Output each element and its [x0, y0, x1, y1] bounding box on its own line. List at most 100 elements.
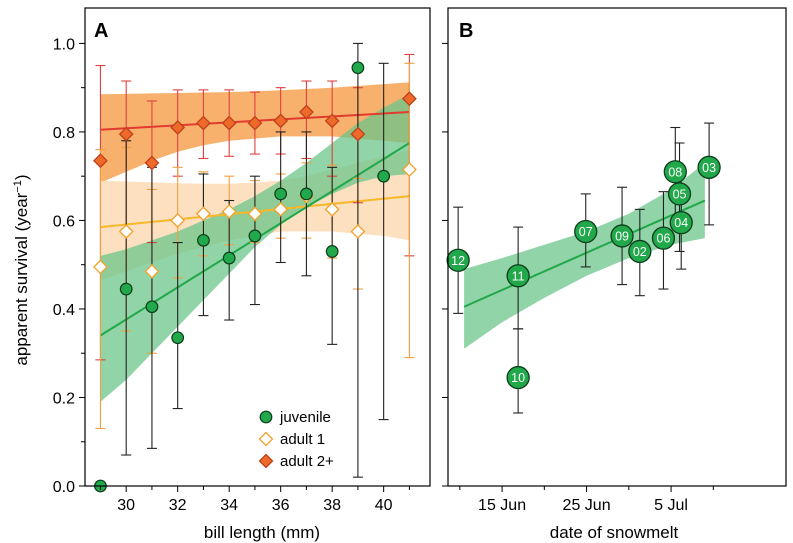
y-tick-label: 0.4 [53, 302, 75, 319]
juvenile-point [351, 61, 365, 75]
panel-b-y-ticks [442, 42, 448, 487]
y-tick-label: 0.8 [53, 125, 75, 142]
juvenile-point [248, 229, 262, 243]
panel-a-y-ticks: 0.0 0.2 0.4 0.6 0.8 1.0 [53, 36, 85, 496]
adult1-point [221, 204, 237, 220]
year-point [663, 160, 687, 184]
year-point [697, 155, 721, 179]
juvenile-point [274, 187, 288, 201]
y-tick-label: 0.2 [53, 390, 75, 407]
year-point [506, 365, 530, 390]
year-point-label: 02 [633, 245, 647, 259]
legend-entry-label: adult 2+ [280, 453, 334, 470]
y-tick-label: 0.6 [53, 213, 75, 230]
adult1-point [324, 201, 340, 217]
x-tick-label: 30 [117, 497, 135, 514]
adult1-point [93, 259, 108, 275]
x-tick-label: 36 [272, 497, 290, 514]
legend-juvenile-marker [259, 410, 273, 424]
adult1-point [350, 224, 366, 239]
year-point-label: 03 [702, 161, 716, 175]
adult1-point [401, 162, 417, 177]
adult2-point [273, 113, 289, 129]
y-axis-label-main: apparent survival (year [12, 192, 31, 365]
adult2-point [350, 126, 366, 142]
y-axis-label-superscript: −1 [12, 180, 24, 193]
x-tick-label: 32 [169, 497, 187, 514]
panel-a-points [93, 61, 417, 493]
adult2-point [401, 91, 417, 107]
year-point [667, 182, 692, 206]
year-point-label: 07 [579, 225, 593, 239]
juvenile-point [222, 251, 236, 265]
x-tick-label: 38 [323, 497, 341, 514]
panel-a: 30 32 34 36 38 40 0.0 0.2 0.4 0.6 0.8 1.0 A bill l… [12, 7, 431, 542]
juvenile-point [119, 282, 133, 296]
legend-entry-label: adult 1 [280, 431, 325, 448]
juvenile-point [377, 169, 391, 183]
juvenile-point [197, 233, 210, 247]
legend-entry-label: juvenile [279, 409, 331, 426]
panel-a-x-axis-label: bill length (mm) [204, 523, 320, 542]
y-axis-label-end: ) [12, 174, 31, 180]
year-point [651, 226, 676, 250]
year-point-label: 08 [668, 165, 682, 179]
year-point-label: 05 [673, 187, 687, 201]
panel-b-frame [447, 7, 787, 487]
panel-a-letter: A [94, 20, 108, 42]
year-point-label: 12 [451, 254, 465, 268]
panel-b: 12 11 10 07 09 02 06 08 05 04 03 15 Jun 25 Jun 5 Jul… [442, 7, 787, 542]
year-point [628, 239, 652, 264]
panel-b-error-bars [453, 122, 715, 414]
year-point [669, 211, 693, 235]
adult2-point [247, 115, 263, 131]
adult1-point [144, 263, 160, 279]
adult2-point [221, 115, 237, 131]
snowmelt-fit-line [463, 199, 706, 308]
x-tick-label: 40 [375, 497, 393, 514]
adult2-point [144, 155, 160, 171]
y-tick-label: 0.0 [53, 479, 75, 496]
panel-b-points: 12 11 10 07 09 02 06 08 05 04 03 [446, 155, 721, 390]
year-point [574, 219, 598, 244]
year-point [610, 224, 634, 248]
x-tick-label: 34 [220, 497, 238, 514]
panel-a-y-axis-label: apparent survival (year−1) [12, 174, 31, 365]
adult2-point [196, 115, 211, 131]
juvenile-point [325, 245, 339, 258]
year-point-label: 10 [511, 371, 525, 385]
panel-a-frame [84, 7, 431, 487]
adult1-point [247, 206, 263, 222]
x-tick-label: 15 Jun [478, 497, 526, 514]
juvenile-point [300, 187, 313, 201]
panel-b-x-axis-label: date of snowmelt [550, 523, 679, 542]
adult2-point [118, 126, 134, 142]
legend: juvenile adult 1 adult 2+ [258, 409, 334, 470]
adult2-point [93, 153, 108, 169]
year-point [506, 264, 530, 288]
year-point-label: 09 [615, 229, 629, 243]
year-point-label: 06 [657, 232, 671, 246]
year-point-label: 11 [512, 269, 525, 283]
x-tick-label: 5 Jul [654, 497, 688, 514]
juvenile-point [171, 331, 185, 345]
legend-adult2-marker [258, 453, 274, 469]
x-tick-label: 25 Jun [563, 497, 611, 514]
adult1-point [196, 206, 211, 222]
panel-b-letter: B [459, 20, 473, 42]
juvenile-point [145, 300, 159, 314]
panel-b-fit-line [463, 199, 706, 308]
adult2-point [324, 113, 340, 129]
panel-a-x-ticks: 30 32 34 36 38 40 [99, 486, 410, 514]
adult1-point [118, 224, 134, 239]
legend-adult1-marker [258, 431, 274, 447]
y-tick-label: 1.0 [53, 36, 75, 53]
adult1-point [170, 213, 186, 228]
adult1-point [273, 201, 289, 217]
adult2-point [170, 120, 186, 135]
adult2-point [298, 104, 314, 120]
panel-b-x-ticks: 15 Jun 25 Jun 5 Jul [459, 486, 714, 514]
year-point-label: 04 [674, 216, 688, 230]
year-point [446, 248, 470, 272]
